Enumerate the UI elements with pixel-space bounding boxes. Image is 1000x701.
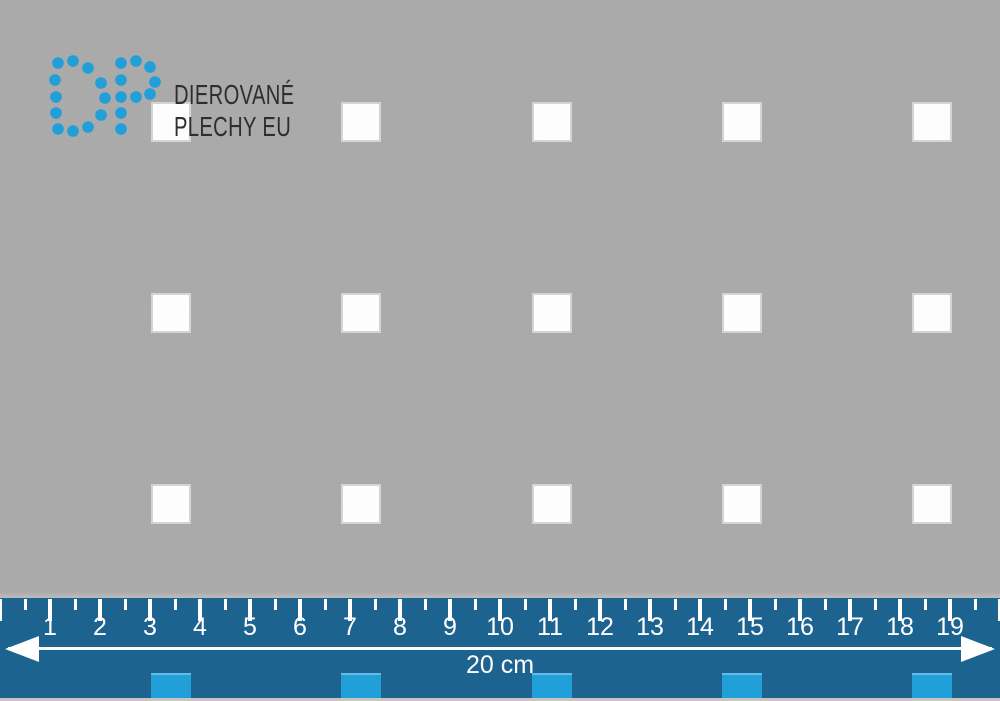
ruler-tick-cm <box>548 599 552 621</box>
ruler-number: 10 <box>486 613 514 641</box>
ruler-tick-half-cm <box>423 599 427 610</box>
ruler-hole <box>532 673 572 698</box>
ruler-hole <box>341 673 381 698</box>
ruler-tick-half-cm <box>473 599 477 610</box>
ruler-tick-cm <box>448 599 452 621</box>
square-hole <box>912 293 952 333</box>
square-hole <box>722 102 762 142</box>
ruler-tick-cm <box>248 599 252 621</box>
ruler-tick-half-cm <box>123 599 127 610</box>
ruler-tick-cm <box>0 599 2 621</box>
ruler-hole <box>912 673 952 698</box>
ruler-number: 17 <box>836 613 864 641</box>
ruler-tick-half-cm <box>373 599 377 610</box>
measure-arrow-line <box>8 647 992 650</box>
arrow-right-icon <box>961 636 995 662</box>
square-hole <box>722 293 762 333</box>
ruler-number: 12 <box>586 613 614 641</box>
ruler-number: 2 <box>93 613 107 641</box>
ruler-tick-cm <box>148 599 152 621</box>
ruler-number: 1 <box>43 613 57 641</box>
ruler-tick-half-cm <box>223 599 227 610</box>
ruler-number: 14 <box>686 613 714 641</box>
square-hole <box>151 484 191 524</box>
ruler-tick-half-cm <box>773 599 777 610</box>
ruler-tick-cm <box>298 599 302 621</box>
ruler-tick-half-cm <box>873 599 877 610</box>
ruler-tick-cm <box>198 599 202 621</box>
ruler-tick-half-cm <box>323 599 327 610</box>
ruler-tick-half-cm <box>173 599 177 610</box>
ruler-tick-cm <box>998 599 1000 621</box>
ruler-tick-half-cm <box>923 599 927 610</box>
ruler-tick-half-cm <box>973 599 977 610</box>
ruler-tick-cm <box>948 599 952 621</box>
measurement-ruler: 1 2 3 4 5 6 7 8 9 10 11 12 13 14 15 16 17 18 19 20 cm <box>0 598 1000 701</box>
ruler-hole <box>151 673 191 698</box>
square-hole <box>532 484 572 524</box>
dp-logo-icon <box>49 55 161 137</box>
ruler-tick-half-cm <box>823 599 827 610</box>
ruler-hole <box>722 673 762 698</box>
ruler-number: 19 <box>936 613 964 641</box>
ruler-tick-cm <box>698 599 702 621</box>
ruler-tick-cm <box>648 599 652 621</box>
ruler-tick-cm <box>98 599 102 621</box>
ruler-tick-half-cm <box>723 599 727 610</box>
ruler-number: 5 <box>243 613 257 641</box>
square-hole <box>912 102 952 142</box>
ruler-number: 3 <box>143 613 157 641</box>
ruler-tick-cm <box>598 599 602 621</box>
square-hole <box>151 102 191 142</box>
square-hole <box>722 484 762 524</box>
brand-name: DIEROVANÉ PLECHY EU <box>174 79 341 143</box>
square-hole <box>912 484 952 524</box>
perforated-sheet: DIEROVANÉ PLECHY EU <box>0 0 1000 598</box>
ruler-tick-half-cm <box>523 599 527 610</box>
square-hole <box>341 293 381 333</box>
ruler-tick-half-cm <box>623 599 627 610</box>
ruler-tick-cm <box>898 599 902 621</box>
ruler-number: 4 <box>193 613 207 641</box>
ruler-tick-half-cm <box>73 599 77 610</box>
ruler-tick-half-cm <box>573 599 577 610</box>
brand-name-line2: PLECHY EU <box>174 111 292 142</box>
ruler-number: 7 <box>343 613 357 641</box>
ruler-number: 8 <box>393 613 407 641</box>
brand-name-line1: DIEROVANÉ <box>174 79 295 110</box>
sheet-edge-highlight <box>0 592 1000 598</box>
ruler-number: 16 <box>786 613 814 641</box>
ruler-total-label: 20 cm <box>465 651 535 679</box>
ruler-tick-cm <box>348 599 352 621</box>
arrow-left-icon <box>5 636 39 662</box>
ruler-number: 11 <box>537 613 563 641</box>
ruler-number: 18 <box>886 613 914 641</box>
ruler-tick-half-cm <box>673 599 677 610</box>
ruler-number: 13 <box>636 613 664 641</box>
ruler-tick-cm <box>748 599 752 621</box>
ruler-number: 6 <box>293 613 307 641</box>
ruler-tick-cm <box>798 599 802 621</box>
ruler-tick-cm <box>848 599 852 621</box>
ruler-tick-cm <box>498 599 502 621</box>
square-hole <box>532 102 572 142</box>
image-bottom-edge <box>0 698 1000 701</box>
ruler-tick-cm <box>398 599 402 621</box>
ruler-tick-half-cm <box>23 599 27 610</box>
square-hole <box>341 102 381 142</box>
ruler-tick-half-cm <box>273 599 277 610</box>
square-hole <box>532 293 572 333</box>
ruler-number: 9 <box>443 613 457 641</box>
square-hole <box>151 293 191 333</box>
square-hole <box>341 484 381 524</box>
ruler-tick-cm <box>48 599 52 621</box>
ruler-number: 15 <box>736 613 764 641</box>
